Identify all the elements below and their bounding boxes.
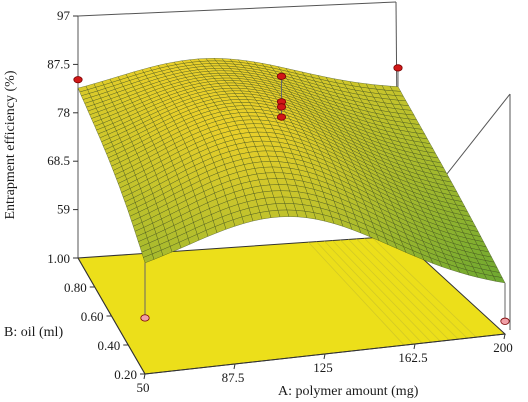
x-tick-label: 200 [493,340,513,355]
design-point-stems-below [140,262,510,325]
y-axis-title: B: oil (ml) [4,325,63,340]
floor-streak [324,240,423,344]
design-point-marker [393,64,403,72]
design-point-marker [140,314,150,322]
floor-streak [356,238,459,340]
y-tick-label: 0.20 [114,367,137,382]
floor-streak [316,241,414,345]
z-tick-label: 68.5 [47,153,70,168]
floor-plane [77,235,507,375]
z-tick-label: 59 [57,202,70,217]
back-top-edge [77,1,397,17]
x-tick-label: 50 [137,380,150,395]
z-axis-title: Entrapment efficiency (%) [3,70,18,219]
y-tick-label: 0.80 [64,280,87,295]
floor-streak [372,237,477,338]
x-tick-label: 125 [313,360,333,375]
design-point-marker [73,76,83,84]
floor-streak [348,239,450,341]
x-axis-title: A: polymer amount (mg) [278,384,419,399]
y-tick-label: 1.00 [47,251,70,266]
axis-ticks: 59 68.5 78 87.5 97 50 87.5 125 162.5 200 0.20 0.40 0… [47,8,513,395]
design-point-marker [276,113,287,121]
floor-streak [340,239,441,342]
x-tick-mark [323,353,326,360]
x-tick-mark [503,333,506,340]
floor-streak [308,241,405,346]
x-tick-label: 162.5 [398,350,427,365]
design-point-marker [500,317,510,325]
x-tick-mark [233,363,236,370]
surface-cell [493,275,506,284]
x-tick-mark [143,373,146,380]
x-tick-label: 87.5 [222,370,245,385]
y-tick-label: 0.40 [98,338,121,353]
design-point-marker [276,103,287,111]
x-tick-mark [413,343,416,350]
floor-streak [332,240,432,343]
design-point-marker [276,72,287,80]
z-tick-label: 97 [57,8,71,23]
floor-streak [364,238,468,339]
y-tick-label: 0.60 [81,309,104,324]
design-point-stems-above [73,64,403,121]
z-tick-label: 87.5 [47,56,70,71]
z-tick-label: 78 [57,105,70,120]
response-surface [77,58,506,284]
